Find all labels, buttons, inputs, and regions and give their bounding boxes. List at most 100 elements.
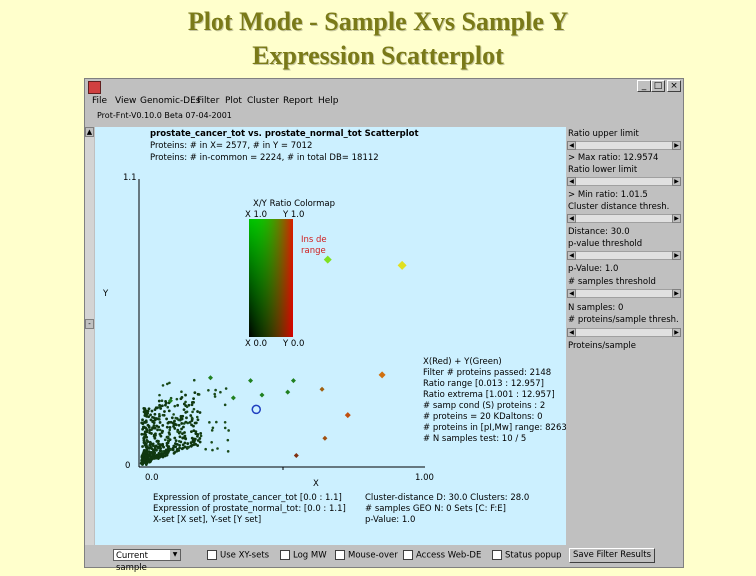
data-point[interactable] [161, 384, 165, 387]
data-point[interactable] [204, 447, 207, 451]
data-point[interactable] [223, 426, 227, 430]
outlier-point[interactable] [259, 392, 265, 398]
data-point[interactable] [158, 453, 162, 457]
data-point[interactable] [198, 440, 202, 444]
data-point[interactable] [179, 416, 183, 420]
data-point[interactable] [158, 428, 162, 432]
data-point[interactable] [146, 440, 150, 443]
data-point[interactable] [207, 388, 210, 392]
data-point[interactable] [168, 381, 171, 385]
outlier-point[interactable] [290, 378, 296, 384]
data-point[interactable] [160, 399, 164, 403]
data-point[interactable] [141, 418, 144, 422]
data-point[interactable] [155, 439, 159, 443]
data-point[interactable] [223, 403, 227, 407]
data-point[interactable] [224, 387, 228, 390]
data-point[interactable] [185, 416, 188, 420]
data-point[interactable] [144, 455, 148, 459]
data-point[interactable] [192, 407, 196, 411]
outlier-point[interactable] [293, 452, 299, 458]
data-point[interactable] [146, 459, 150, 462]
data-point[interactable] [143, 420, 146, 424]
data-point[interactable] [214, 388, 217, 392]
data-point[interactable] [157, 399, 161, 403]
data-point[interactable] [153, 408, 157, 412]
menu-cluster[interactable]: Cluster [247, 96, 279, 106]
data-point[interactable] [186, 421, 190, 425]
data-point[interactable] [196, 439, 200, 442]
data-point[interactable] [167, 445, 171, 448]
data-point[interactable] [190, 403, 194, 407]
data-point[interactable] [161, 450, 164, 454]
data-point[interactable] [145, 428, 149, 431]
data-point[interactable] [153, 436, 157, 440]
outlier-point[interactable] [397, 260, 407, 270]
outlier-point[interactable] [285, 389, 291, 395]
ratio-lower-slider[interactable]: ◀ ▶ [567, 177, 681, 186]
data-point[interactable] [154, 454, 158, 458]
data-point[interactable] [163, 438, 167, 442]
data-point[interactable] [147, 450, 151, 454]
sample-select[interactable]: Current sample ▼ [113, 549, 181, 573]
data-point[interactable] [182, 422, 186, 425]
data-point[interactable] [174, 423, 178, 427]
data-point[interactable] [181, 436, 185, 440]
use-xy-sets-checkbox[interactable]: Use XY-sets [207, 550, 269, 561]
checkbox-icon[interactable] [492, 550, 502, 560]
data-point[interactable] [189, 414, 193, 417]
data-point[interactable] [155, 406, 159, 410]
data-point[interactable] [158, 393, 161, 397]
data-point[interactable] [169, 448, 173, 451]
data-point[interactable] [215, 420, 218, 424]
data-point[interactable] [153, 412, 157, 416]
save-filter-results-button[interactable]: Save Filter Results [569, 548, 655, 563]
data-point[interactable] [168, 432, 172, 436]
data-point[interactable] [151, 453, 155, 457]
data-point[interactable] [186, 442, 190, 445]
data-point[interactable] [153, 426, 157, 430]
data-point[interactable] [223, 420, 227, 424]
data-point[interactable] [227, 429, 230, 432]
data-point[interactable] [167, 409, 171, 413]
data-point[interactable] [198, 411, 202, 414]
data-point[interactable] [191, 410, 194, 414]
data-point[interactable] [189, 444, 193, 448]
mouse-over-checkbox[interactable]: Mouse-over [335, 550, 398, 561]
data-point[interactable] [190, 416, 194, 420]
data-point[interactable] [170, 416, 174, 420]
outlier-point[interactable] [323, 255, 332, 264]
data-point[interactable] [192, 397, 195, 401]
data-point[interactable] [219, 390, 222, 394]
outlier-point[interactable] [378, 371, 386, 379]
data-point[interactable] [178, 430, 182, 434]
log-mw-checkbox[interactable]: Log MW [280, 550, 327, 561]
data-point[interactable] [148, 428, 152, 432]
data-point[interactable] [158, 405, 161, 409]
data-point[interactable] [152, 433, 156, 437]
menu-genomic-des[interactable]: Genomic-DEs [140, 96, 201, 106]
data-point[interactable] [142, 406, 146, 410]
data-point[interactable] [180, 390, 183, 394]
data-point[interactable] [177, 439, 181, 443]
p-value-slider[interactable]: ◀ ▶ [567, 251, 681, 260]
data-point[interactable] [199, 432, 203, 435]
data-point[interactable] [195, 415, 199, 419]
data-point[interactable] [164, 400, 167, 403]
data-point[interactable] [180, 422, 184, 425]
data-point[interactable] [142, 439, 146, 442]
data-point[interactable] [153, 448, 157, 452]
close-button[interactable]: × [667, 80, 681, 92]
data-point[interactable] [171, 421, 175, 425]
data-point[interactable] [165, 441, 169, 445]
data-point[interactable] [191, 439, 195, 443]
data-point[interactable] [181, 443, 185, 447]
data-point[interactable] [172, 444, 176, 448]
data-point[interactable] [194, 432, 198, 436]
ratio-upper-slider[interactable]: ◀ ▶ [567, 141, 681, 150]
data-point[interactable] [216, 447, 219, 450]
data-point[interactable] [150, 409, 154, 413]
cluster-distance-slider[interactable]: ◀ ▶ [567, 214, 681, 223]
data-point[interactable] [173, 436, 177, 440]
checkbox-icon[interactable] [335, 550, 345, 560]
data-point[interactable] [189, 441, 193, 445]
